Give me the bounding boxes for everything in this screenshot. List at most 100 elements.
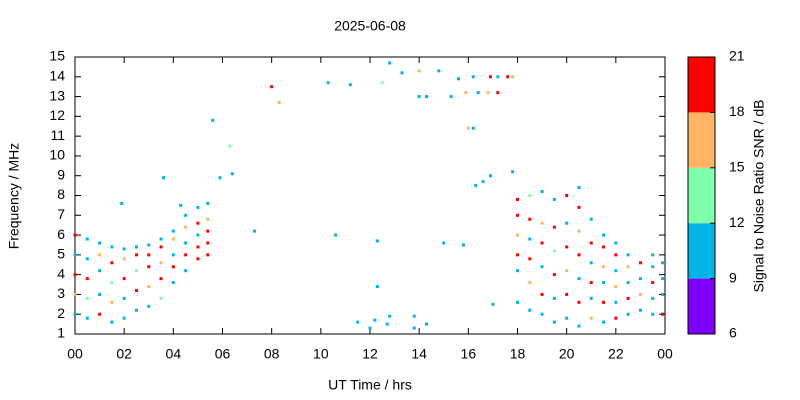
- point: [589, 296, 593, 300]
- point: [488, 174, 492, 178]
- point: [85, 237, 89, 241]
- point: [425, 95, 429, 99]
- point: [196, 205, 200, 209]
- point: [196, 221, 200, 225]
- point: [85, 296, 89, 300]
- point: [589, 241, 593, 245]
- point: [412, 326, 416, 330]
- point: [277, 101, 281, 105]
- y-tick-label: 8: [57, 186, 65, 202]
- point: [122, 247, 126, 251]
- point: [73, 233, 77, 237]
- point: [110, 320, 114, 324]
- colorbar-band: [688, 112, 715, 168]
- point: [661, 277, 665, 281]
- point: [540, 312, 544, 316]
- point: [511, 75, 515, 79]
- point: [171, 265, 175, 269]
- x-tick-label: 04: [166, 346, 182, 362]
- point: [516, 300, 519, 304]
- point: [270, 85, 274, 89]
- point: [565, 316, 569, 320]
- point: [516, 197, 519, 201]
- point: [206, 229, 210, 233]
- point: [147, 243, 151, 247]
- point: [602, 300, 606, 304]
- point: [528, 217, 532, 221]
- y-tick-label: 10: [49, 147, 65, 163]
- point: [471, 75, 475, 79]
- point: [228, 144, 232, 148]
- point: [638, 277, 642, 281]
- y-tick-label: 13: [49, 87, 65, 103]
- point: [159, 296, 163, 300]
- point: [348, 83, 352, 87]
- point: [466, 126, 470, 130]
- point: [134, 253, 138, 257]
- point: [577, 186, 581, 190]
- point: [552, 273, 556, 277]
- point: [122, 257, 126, 261]
- point: [589, 316, 593, 320]
- point: [496, 75, 500, 79]
- chart-title: 2025-06-08: [334, 18, 406, 34]
- point: [110, 300, 114, 304]
- y-tick-label: 15: [49, 48, 65, 64]
- point: [516, 269, 519, 273]
- point: [464, 91, 468, 95]
- colorbar-tick-label: 21: [729, 48, 745, 64]
- point: [651, 265, 655, 269]
- point: [134, 245, 138, 249]
- point: [159, 245, 163, 249]
- point: [528, 257, 532, 261]
- point: [651, 281, 655, 285]
- point: [540, 221, 544, 225]
- point: [218, 176, 222, 180]
- plot-area: [74, 56, 666, 335]
- point: [491, 302, 495, 306]
- point: [577, 324, 581, 328]
- point: [565, 221, 569, 225]
- point: [184, 241, 188, 245]
- point: [457, 77, 460, 81]
- point: [626, 296, 630, 300]
- point: [85, 277, 89, 281]
- y-tick-label: 5: [57, 246, 65, 262]
- x-tick-label: 18: [510, 346, 526, 362]
- point: [196, 257, 200, 261]
- point: [85, 257, 89, 261]
- point: [368, 326, 372, 330]
- x-tick-label: 22: [608, 346, 624, 362]
- point: [602, 265, 606, 269]
- colorbar-tick-label: 6: [729, 325, 737, 341]
- point: [589, 281, 593, 285]
- y-axis-label: Frequency / MHz: [6, 143, 22, 250]
- point: [626, 312, 630, 316]
- point: [565, 194, 569, 197]
- point: [614, 269, 618, 273]
- point: [540, 292, 544, 296]
- point: [651, 296, 655, 300]
- point: [614, 300, 618, 304]
- point: [385, 322, 389, 326]
- colorbar-label: Signal to Noise Ratio SNR / dB: [751, 100, 767, 293]
- point: [375, 285, 379, 289]
- point: [516, 253, 519, 257]
- x-tick-label: 00: [67, 346, 83, 362]
- colorbar-band: [688, 167, 715, 224]
- x-tick-label: 12: [362, 346, 378, 362]
- point: [425, 322, 429, 326]
- y-tick-label: 9: [57, 166, 65, 182]
- x-tick-label: 10: [313, 346, 329, 362]
- y-tick-label: 11: [50, 127, 65, 143]
- y-tick-label: 3: [57, 285, 65, 301]
- point: [110, 261, 114, 265]
- point: [196, 245, 200, 249]
- x-tick-label: 08: [264, 346, 280, 362]
- point: [98, 292, 102, 296]
- point: [373, 318, 377, 322]
- point: [552, 320, 556, 324]
- point: [159, 237, 163, 241]
- point: [506, 75, 510, 79]
- y-tick-label: 14: [49, 67, 65, 83]
